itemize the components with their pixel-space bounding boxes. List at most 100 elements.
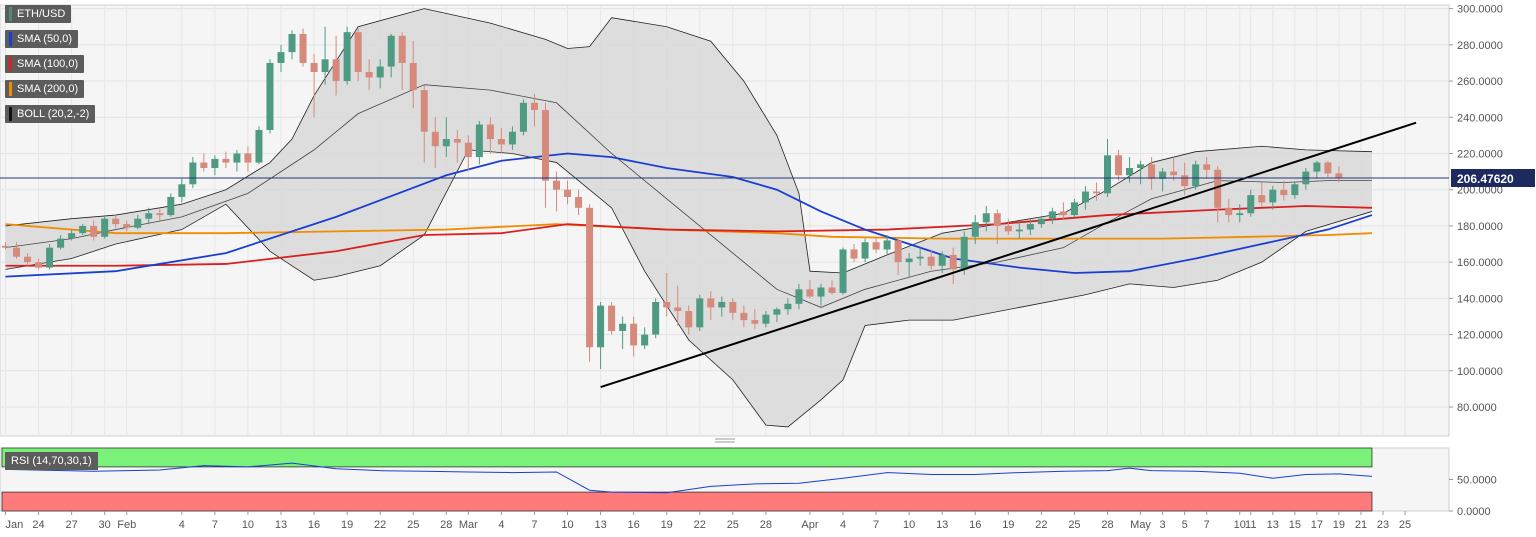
bollinger-upper-line — [5, 8, 1372, 274]
candle-body — [839, 249, 847, 293]
x-tick-label: 19 — [661, 519, 673, 531]
x-tick-label: 25 — [1399, 519, 1411, 531]
y-tick-label: 100.0000 — [1457, 366, 1503, 378]
x-tick-label: Apr — [801, 519, 818, 531]
candle-body — [1126, 167, 1134, 176]
legend-swatch — [9, 82, 12, 96]
legend-label: SMA (50,0) — [17, 33, 73, 45]
legend-item-sma100[interactable]: SMA (100,0) — [5, 55, 85, 73]
legend-item-boll[interactable]: BOLL (20,2,-2) — [5, 105, 96, 123]
candle-body — [1048, 211, 1056, 219]
candle-body — [299, 33, 307, 63]
x-tick-label: 11 — [1245, 519, 1256, 531]
candle-body — [1291, 184, 1299, 196]
candle-body — [387, 35, 395, 67]
x-tick-label: 25 — [727, 519, 739, 531]
candle-body — [564, 189, 572, 197]
x-tick-label: 16 — [969, 519, 981, 531]
bollinger-band-fill — [5, 8, 1372, 427]
candle-body — [652, 301, 660, 335]
x-tick-label: 25 — [407, 519, 419, 531]
candle-body — [1313, 162, 1321, 172]
y-tick-label: 260.0000 — [1457, 76, 1503, 88]
candle-body — [156, 213, 164, 216]
candle-body — [630, 323, 638, 346]
rsi-oversold-zone — [1, 491, 1373, 512]
x-tick-label: 10 — [242, 519, 254, 531]
candle-body — [1247, 195, 1255, 214]
sma100-line — [5, 205, 1373, 267]
x-tick-label: 16 — [628, 519, 640, 531]
x-tick-label: 19 — [1002, 519, 1014, 531]
x-tick-label: 16 — [308, 519, 320, 531]
candle-body — [1059, 211, 1067, 216]
y-tick-label: 220.0000 — [1457, 148, 1503, 160]
candle-body — [431, 131, 439, 147]
legend-item-sma200[interactable]: SMA (200,0) — [5, 80, 85, 98]
x-tick-label: 22 — [1035, 519, 1047, 531]
y-tick-label: 280.0000 — [1457, 40, 1503, 52]
x-tick-label: 7 — [1204, 519, 1210, 531]
candle-body — [1269, 189, 1277, 203]
candle-body — [244, 153, 252, 163]
candle-body — [1203, 164, 1211, 170]
legend-label: SMA (100,0) — [17, 58, 79, 70]
x-tick-label: 7 — [531, 519, 537, 531]
candle-body — [2, 245, 9, 248]
y-tick-label: 240.0000 — [1457, 112, 1503, 124]
candle-body — [1192, 164, 1200, 187]
candle-body — [57, 238, 65, 248]
x-tick-label: Jan — [6, 519, 24, 531]
candle-body — [178, 184, 186, 197]
candle-body — [1115, 155, 1123, 176]
candle-body — [519, 102, 527, 132]
candle-body — [773, 309, 781, 315]
candle-body — [729, 301, 737, 313]
candle-body — [541, 110, 549, 181]
x-tick-label: 13 — [1267, 519, 1279, 531]
legend-item-eth-usd[interactable]: ETH/USD — [5, 5, 72, 23]
candle-body — [332, 59, 340, 82]
x-tick-label: 10 — [903, 519, 915, 531]
legend-item-sma50[interactable]: SMA (50,0) — [5, 30, 79, 48]
x-tick-label: 3 — [1160, 519, 1166, 531]
candle-body — [266, 62, 274, 130]
x-tick-label: 22 — [694, 519, 706, 531]
legend-label: ETH/USD — [17, 8, 66, 20]
candle-body — [420, 90, 428, 132]
rsi-legend-label[interactable]: RSI (14,70,30,1) — [5, 452, 98, 470]
candle-body — [795, 289, 803, 304]
candle-body — [13, 247, 21, 257]
last-price-badge — [1451, 168, 1535, 187]
candle-body — [530, 102, 538, 111]
chart-legend: ETH/USD SMA (50,0) SMA (100,0) SMA (200,… — [5, 5, 96, 130]
candle-body — [46, 247, 54, 268]
candle-body — [233, 153, 241, 163]
candle-body — [850, 249, 858, 259]
candle-body — [35, 262, 43, 268]
candle-body — [321, 59, 329, 73]
candle-body — [927, 256, 935, 266]
sma50-line — [5, 152, 1373, 278]
candle-body — [1148, 164, 1156, 179]
candle-body — [508, 131, 516, 145]
y-tick-label: 180.0000 — [1457, 221, 1503, 233]
bollinger-lower-line — [5, 149, 1373, 428]
y-tick-label: 300.0000 — [1457, 4, 1503, 16]
x-tick-label: 30 — [99, 519, 111, 531]
candle-body — [365, 72, 373, 78]
candle-body — [354, 32, 362, 73]
candle-body — [905, 258, 913, 263]
candle-body — [1214, 169, 1222, 208]
y-tick-label: 120.0000 — [1457, 330, 1503, 342]
candle-body — [1258, 195, 1266, 203]
candle-body — [189, 162, 197, 185]
candle-body — [971, 222, 979, 237]
candle-body — [475, 124, 483, 158]
candle-body — [112, 218, 120, 225]
candle-body — [663, 301, 671, 308]
y-tick-label: 200.0000 — [1457, 185, 1503, 197]
candle-body — [1236, 213, 1244, 216]
candle-body — [828, 287, 836, 293]
